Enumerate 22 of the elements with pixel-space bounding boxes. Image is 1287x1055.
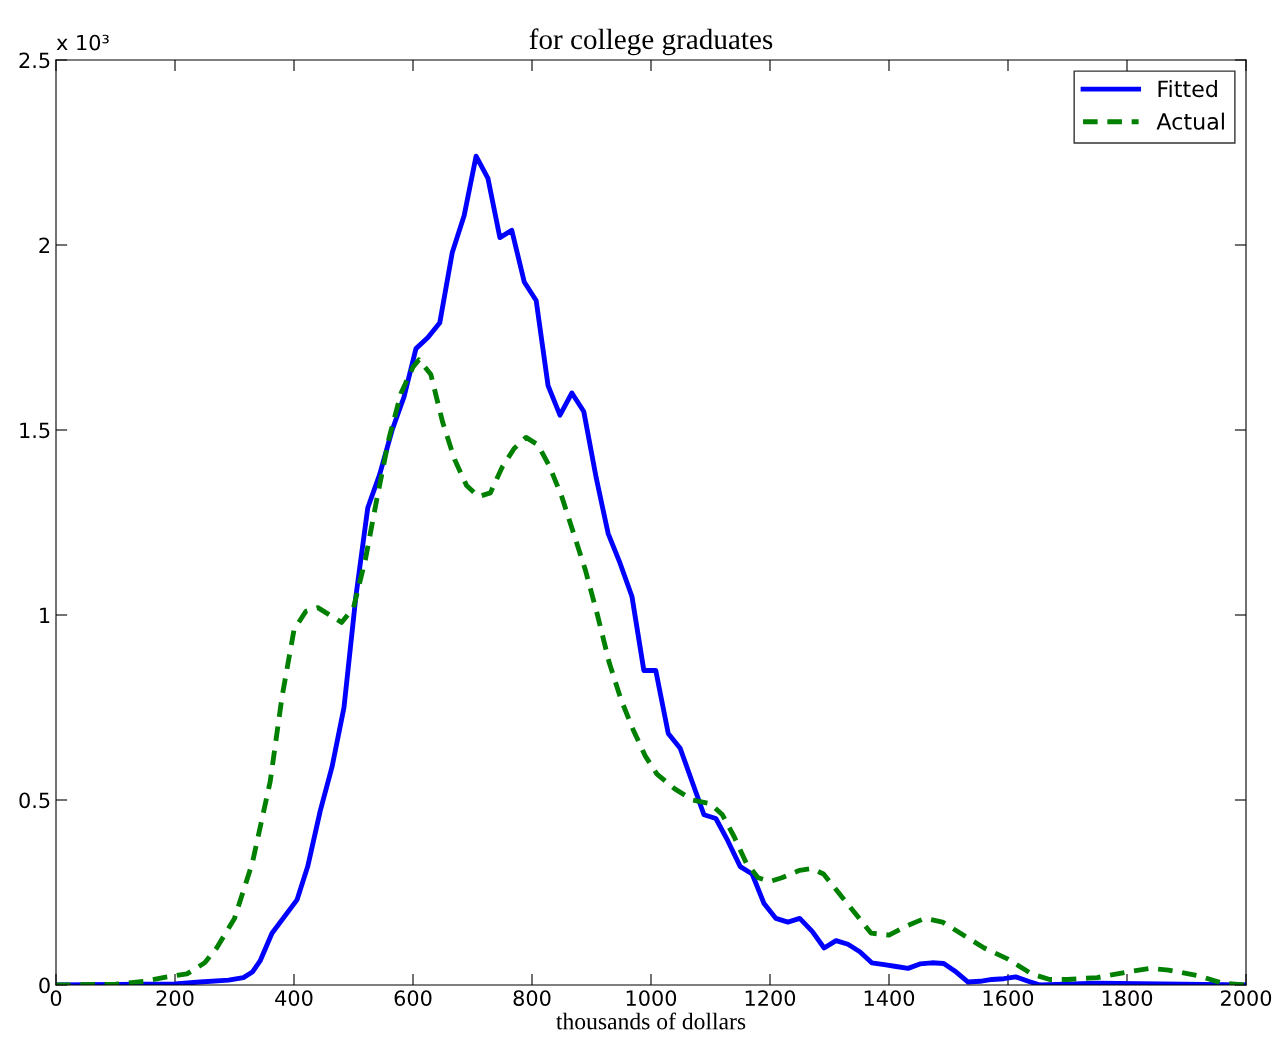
legend-label: Fitted [1158, 80, 1217, 98]
legend-label: Actual [1156, 112, 1224, 130]
x-tick-label: 400 [275, 990, 313, 1006]
x-tick-label: 1400 [864, 990, 915, 1006]
x-tick-label: 1200 [745, 990, 796, 1006]
y-tick-label: 2 [39, 237, 50, 253]
y-tick-label: 1.5 [20, 422, 50, 439]
x-axis-title: thousands of dollars [556, 1012, 746, 1030]
x-tick-label: 1600 [983, 990, 1034, 1006]
x-tick-label: 1000 [626, 990, 677, 1006]
x-tick-label: 1800 [1102, 990, 1153, 1006]
x-tick-label: 0 [50, 990, 62, 1006]
chart-title: for college graduates [529, 28, 773, 56]
y-tick-label: 2.5 [19, 52, 50, 69]
y-tick-label: 0.5 [19, 792, 50, 809]
y-tick-label: 1 [40, 607, 50, 623]
x-tick-label: 2000 [1221, 990, 1272, 1006]
x-tick-label: 800 [513, 990, 551, 1006]
x-tick-label: 600 [394, 990, 432, 1006]
x-tick-label: 200 [156, 990, 194, 1006]
y-tick-label: 0 [39, 977, 50, 994]
text: x 10³ [56, 34, 109, 51]
